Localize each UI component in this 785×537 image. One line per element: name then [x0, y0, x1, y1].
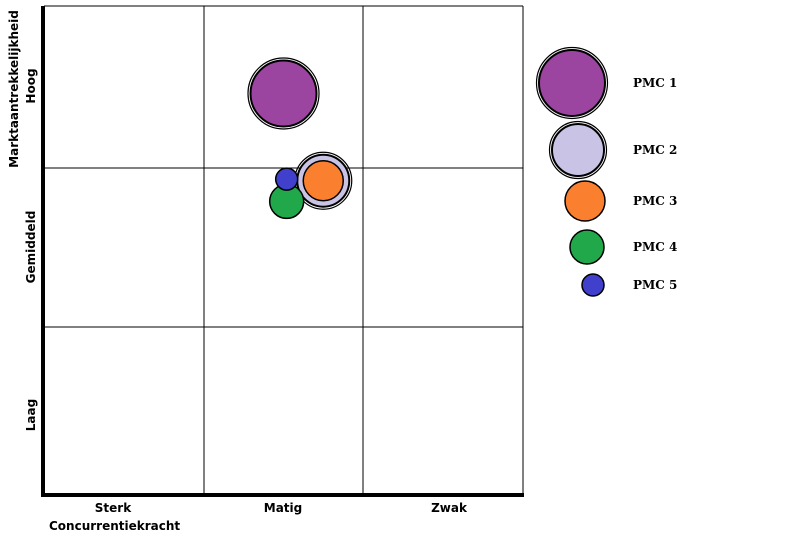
legend-swatch-pmc-5 — [581, 273, 605, 297]
legend-swatch-pmc-3 — [564, 180, 606, 222]
bubble-outline-ring — [247, 57, 320, 130]
x-axis-title: Concurrentiekracht — [49, 519, 180, 533]
bubble-pmc-5 — [274, 167, 299, 191]
legend-swatch-pmc-1 — [538, 49, 606, 117]
x-tick-label-zwak: Zwak — [431, 501, 468, 515]
axis-labels: Hoog Gemiddeld Laag Marktaantrekkelijkhe… — [7, 10, 468, 533]
legend-swatch-pmc-4 — [569, 229, 605, 265]
legend-label-pmc-2: PMC 2 — [633, 143, 677, 157]
y-tick-label-gemiddeld: Gemiddeld — [24, 211, 38, 284]
legend-label-pmc-1: PMC 1 — [633, 76, 677, 90]
bubble-pmc-1 — [249, 59, 318, 128]
legend-swatch-ring — [535, 46, 609, 120]
bubble-pmc-3 — [302, 159, 344, 202]
y-tick-label-laag: Laag — [24, 399, 38, 431]
bubbles — [247, 57, 353, 220]
axes — [41, 6, 524, 497]
legend-label-pmc-3: PMC 3 — [633, 194, 677, 208]
x-tick-label-matig: Matig — [264, 501, 302, 515]
y-tick-label-hoog: Hoog — [24, 68, 38, 103]
legend: PMC 1 PMC 2 PMC 3 PMC 4 PMC 5 — [535, 46, 677, 297]
legend-swatch-pmc-2 — [551, 123, 605, 177]
legend-label-pmc-5: PMC 5 — [633, 278, 677, 292]
y-axis-title: Marktaantrekkelijkheid — [7, 10, 21, 168]
legend-swatch-ring — [548, 120, 608, 180]
x-tick-label-sterk: Sterk — [95, 501, 132, 515]
legend-label-pmc-4: PMC 4 — [633, 240, 677, 254]
